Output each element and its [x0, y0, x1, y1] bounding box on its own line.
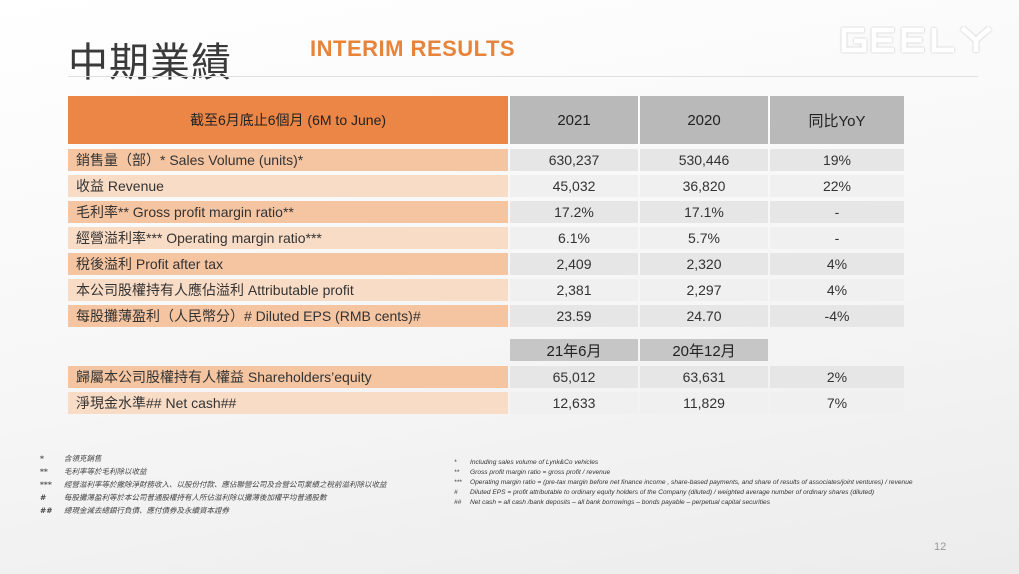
- value-2021: 23.59: [510, 305, 638, 327]
- value-yoy: 19%: [770, 149, 904, 171]
- footnote: ## Net cash = all cash /bank deposits – a…: [454, 499, 771, 506]
- footnote: * Including sales volume of Lynk&Co vehic…: [454, 459, 599, 466]
- footnote: *** Operating margin ratio = (pre-tax mar…: [454, 479, 913, 486]
- table-row: 銷售量（部）* Sales Volume (units)* 630,237 53…: [68, 149, 904, 171]
- value-2021: 630,237: [510, 149, 638, 171]
- value-yoy: -4%: [770, 305, 904, 327]
- page-title-chinese: 中期業績: [68, 40, 232, 86]
- row-label: 本公司股權持有人應佔溢利 Attributable profit: [68, 279, 508, 301]
- value-2021: 45,032: [510, 175, 638, 197]
- row-label: 每股攤薄盈利（人民幣分）# Diluted EPS (RMB cents)#: [68, 305, 508, 327]
- value-jun-2021: 12,633: [510, 392, 638, 414]
- value-change: 2%: [770, 366, 904, 388]
- dec-2020-header: 20年12月: [640, 339, 768, 361]
- footnote: ## 總現金減去總銀行負債、應付債券及永續資本證券: [40, 506, 229, 515]
- value-yoy: -: [770, 227, 904, 249]
- value-2020: 530,446: [640, 149, 768, 171]
- yoy-header: 同比YoY: [770, 96, 904, 144]
- row-label: 稅後溢利 Profit after tax: [68, 253, 508, 275]
- page-number: 12: [934, 541, 947, 553]
- row-label: 歸屬本公司股權持有人權益 Shareholders’equity: [68, 366, 508, 388]
- footnote: # 每股攤薄盈利等於本公司普通股權持有人所佔溢利除以攤薄後加權平均普通股數: [40, 493, 327, 502]
- value-2021: 2,381: [510, 279, 638, 301]
- value-2021: 2,409: [510, 253, 638, 275]
- table-row: 稅後溢利 Profit after tax 2,409 2,320 4%: [68, 253, 904, 275]
- table-row: 淨現金水準## Net cash## 12,633 11,829 7%: [68, 392, 904, 414]
- row-label: 經營溢利率*** Operating margin ratio***: [68, 227, 508, 249]
- header-divider: [68, 76, 978, 77]
- row-label: 淨現金水準## Net cash##: [68, 392, 508, 414]
- value-2021: 6.1%: [510, 227, 638, 249]
- footnote: *** 經營溢利率等於撇除淨財務收入、以股份付款、應佔聯營公司及合營公司業績之稅前…: [40, 480, 387, 489]
- footnotes-english: * Including sales volume of Lynk&Co vehic…: [454, 458, 913, 508]
- row-label: 收益 Revenue: [68, 175, 508, 197]
- value-2020: 36,820: [640, 175, 768, 197]
- footnote: * 含領克銷售: [40, 454, 102, 463]
- table-row: 每股攤薄盈利（人民幣分）# Diluted EPS (RMB cents)# 2…: [68, 305, 904, 327]
- footnote: # Diluted EPS = profit attributable to or…: [454, 489, 875, 496]
- table-row: 本公司股權持有人應佔溢利 Attributable profit 2,381 2…: [68, 279, 904, 301]
- value-2020: 17.1%: [640, 201, 768, 223]
- table-row: 毛利率** Gross profit margin ratio** 17.2% …: [68, 201, 904, 223]
- value-yoy: 22%: [770, 175, 904, 197]
- year-2020-header: 2020: [640, 96, 768, 144]
- value-change: 7%: [770, 392, 904, 414]
- table-header-row: 截至6月底止6個月 (6M to June) 2021 2020 同比YoY: [68, 96, 904, 144]
- year-2021-header: 2021: [510, 96, 638, 144]
- page-title-english: INTERIM RESULTS: [310, 36, 516, 61]
- value-dec-2020: 63,631: [640, 366, 768, 388]
- value-2020: 5.7%: [640, 227, 768, 249]
- value-2020: 2,320: [640, 253, 768, 275]
- value-2020: 2,297: [640, 279, 768, 301]
- row-label: 毛利率** Gross profit margin ratio**: [68, 201, 508, 223]
- value-dec-2020: 11,829: [640, 392, 768, 414]
- table-row: 歸屬本公司股權持有人權益 Shareholders’equity 65,012 …: [68, 366, 904, 388]
- value-2021: 17.2%: [510, 201, 638, 223]
- value-yoy: 4%: [770, 279, 904, 301]
- table-subheader-row: 21年6月 20年12月: [68, 339, 904, 361]
- footnote: ** 毛利率等於毛利除以收益: [40, 467, 147, 476]
- geely-logo: [841, 26, 992, 53]
- period-header: 截至6月底止6個月 (6M to June): [68, 96, 508, 144]
- value-jun-2021: 65,012: [510, 366, 638, 388]
- table-row: 收益 Revenue 45,032 36,820 22%: [68, 175, 904, 197]
- value-yoy: 4%: [770, 253, 904, 275]
- footnote: ** Gross profit margin ratio = gross prof…: [454, 469, 611, 476]
- value-2020: 24.70: [640, 305, 768, 327]
- row-label: 銷售量（部）* Sales Volume (units)*: [68, 149, 508, 171]
- jun-2021-header: 21年6月: [510, 339, 638, 361]
- footnotes-chinese: * 含領克銷售 ** 毛利率等於毛利除以收益 *** 經營溢利率等於撇除淨財務收入、以…: [40, 452, 387, 517]
- table-row: 經營溢利率*** Operating margin ratio*** 6.1% …: [68, 227, 904, 249]
- value-yoy: -: [770, 201, 904, 223]
